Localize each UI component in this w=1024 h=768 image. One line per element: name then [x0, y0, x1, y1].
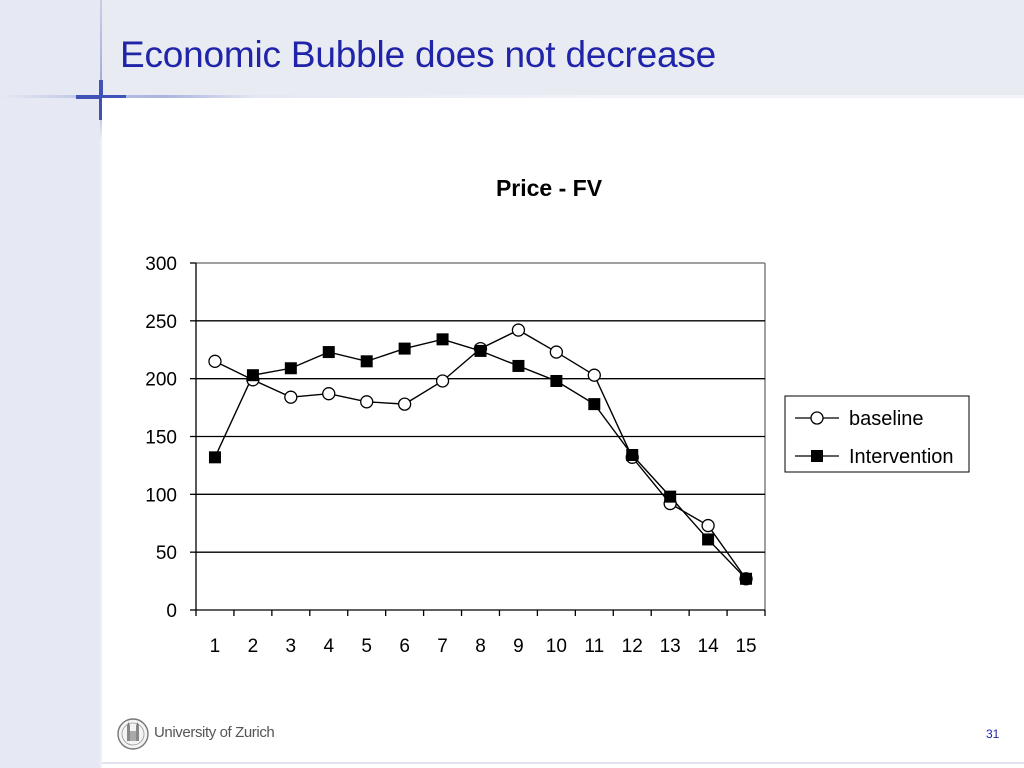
data-point-intervention: [246, 369, 259, 382]
x-tick-label: 14: [698, 636, 720, 657]
footer: [102, 706, 1024, 768]
legend-label-intervention: Intervention: [849, 446, 954, 468]
university-seal-icon: [117, 718, 149, 750]
data-point-intervention: [512, 359, 525, 372]
data-point-baseline: [360, 395, 374, 409]
data-point-baseline: [322, 387, 336, 401]
slide-title: Economic Bubble does not decrease: [120, 34, 717, 75]
data-point-intervention: [626, 449, 639, 462]
y-tick-label: 200: [145, 370, 177, 391]
slide-number: 31: [986, 727, 1000, 741]
data-point-intervention: [398, 342, 411, 355]
decor-cross-horizontal: [76, 95, 126, 99]
y-tick-label: 100: [145, 485, 177, 506]
y-tick-label: 250: [145, 312, 177, 333]
university-name: University of Zurich: [154, 724, 275, 741]
data-point-baseline: [549, 345, 564, 359]
y-tick-label: 300: [145, 254, 177, 275]
data-point-baseline: [701, 518, 715, 533]
footer-line: [102, 762, 1024, 764]
x-tick-label: 2: [248, 636, 259, 657]
legend: baseline Intervention: [784, 395, 970, 473]
series-line-intervention: [214, 338, 747, 580]
data-point-baseline: [284, 390, 298, 404]
x-tick-label: 5: [361, 636, 372, 657]
data-point-intervention: [284, 362, 297, 375]
decor-vertical-line: [100, 0, 102, 140]
x-tick-label: 1: [210, 636, 221, 657]
y-tick-label: 150: [145, 428, 177, 449]
x-tick-label: 15: [735, 636, 756, 657]
x-tick-label: 3: [286, 636, 297, 657]
y-tick-label: 0: [166, 601, 177, 622]
data-point-baseline: [208, 354, 222, 368]
x-tick-label: 6: [399, 636, 410, 657]
chart-title: Price - FV: [496, 175, 603, 201]
data-point-intervention: [474, 344, 487, 357]
legend-marker-intervention: [811, 450, 823, 462]
data-point-intervention: [208, 451, 221, 464]
data-point-baseline: [587, 368, 601, 382]
x-tick-label: 8: [475, 636, 486, 657]
data-point-intervention: [322, 346, 335, 359]
data-point-intervention: [588, 398, 601, 411]
x-tick-label: 9: [513, 636, 524, 657]
data-point-baseline: [435, 374, 450, 388]
x-tick-label: 4: [323, 636, 334, 657]
data-point-intervention: [360, 355, 373, 368]
data-point-intervention: [436, 333, 449, 346]
legend-marker-baseline: [810, 411, 824, 425]
data-point-baseline: [511, 323, 526, 337]
y-tick-label: 50: [156, 543, 177, 564]
x-tick-label: 10: [546, 636, 567, 657]
data-point-intervention: [702, 533, 715, 546]
legend-label-baseline: baseline: [849, 408, 924, 430]
data-point-intervention: [550, 374, 563, 387]
x-tick-label: 7: [437, 636, 448, 657]
title-bar: [102, 0, 1024, 95]
x-tick-label: 13: [660, 636, 681, 657]
x-tick-label: 11: [584, 636, 604, 657]
decor-cross-vertical: [99, 80, 103, 120]
data-point-intervention: [740, 572, 753, 585]
decor-horizontal-line: [0, 95, 1024, 98]
data-point-intervention: [664, 490, 677, 503]
data-point-baseline: [397, 397, 412, 411]
left-decor-strip: [0, 0, 100, 768]
x-tick-label: 12: [622, 636, 643, 657]
